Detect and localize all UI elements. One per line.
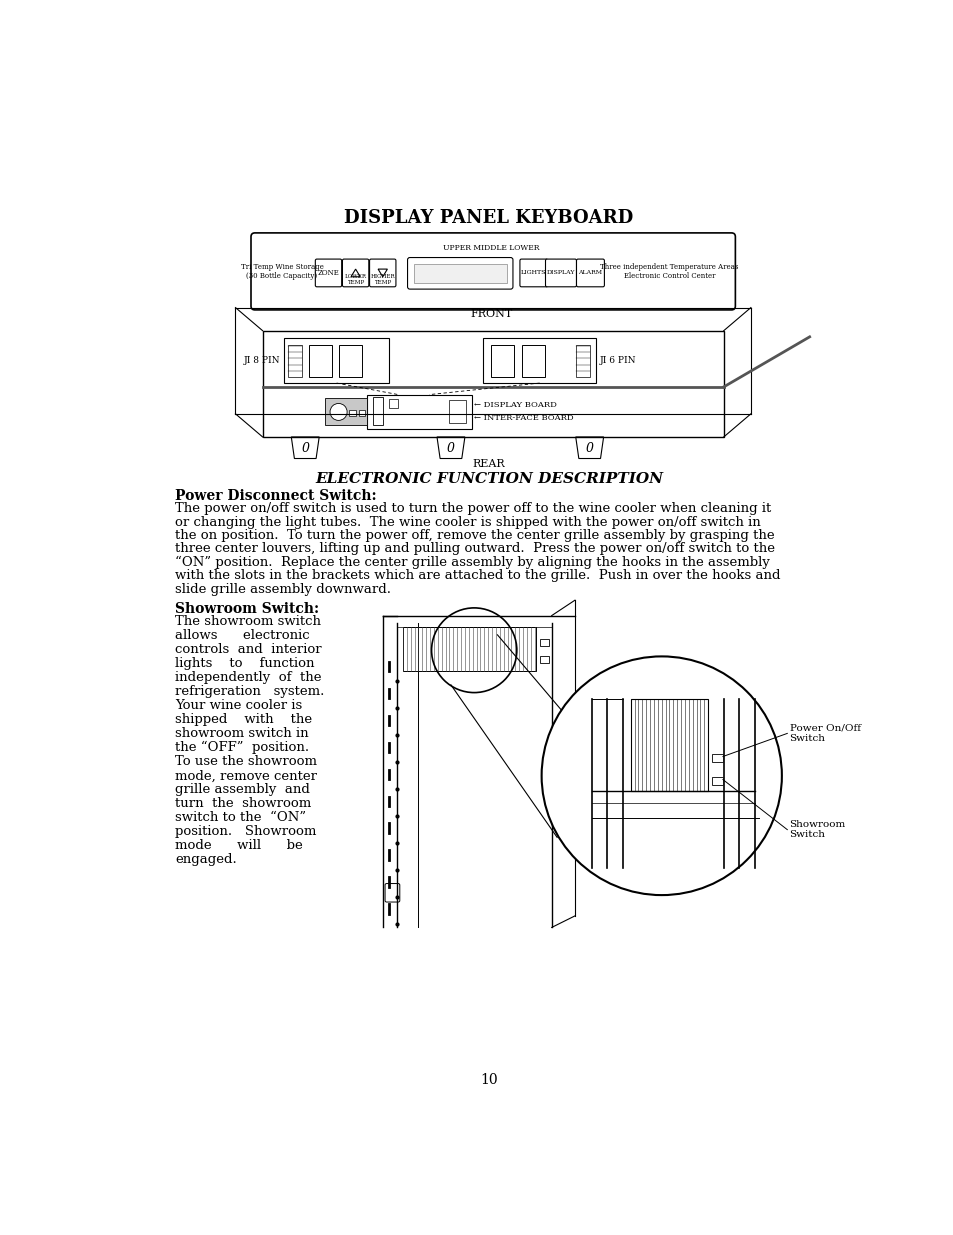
- FancyBboxPatch shape: [519, 259, 547, 287]
- Text: The showroom switch: The showroom switch: [174, 615, 321, 629]
- Text: ← DISPLAY BOARD: ← DISPLAY BOARD: [474, 401, 557, 409]
- Text: LIGHTS: LIGHTS: [520, 270, 546, 275]
- Bar: [448, 400, 465, 424]
- FancyBboxPatch shape: [576, 259, 604, 287]
- Bar: [711, 755, 722, 762]
- Bar: [358, 410, 365, 416]
- Text: showroom switch in: showroom switch in: [174, 727, 309, 740]
- Bar: [367, 395, 472, 430]
- FancyBboxPatch shape: [315, 259, 341, 287]
- Text: independently  of  the: independently of the: [174, 672, 321, 684]
- Text: Power Disconnect Switch:: Power Disconnect Switch:: [174, 489, 376, 503]
- Bar: [402, 627, 536, 671]
- Bar: [576, 345, 590, 377]
- Text: three center louvers, lifting up and pulling outward.  Press the power on/off sw: three center louvers, lifting up and pul…: [174, 542, 774, 556]
- Bar: [711, 777, 722, 785]
- Text: JI 6 PIN: JI 6 PIN: [599, 356, 636, 366]
- Bar: [288, 345, 302, 377]
- Text: 0: 0: [301, 442, 309, 454]
- Text: 0: 0: [447, 442, 455, 454]
- Bar: [389, 399, 397, 409]
- Text: Showroom
Switch: Showroom Switch: [789, 820, 845, 840]
- Circle shape: [330, 404, 347, 420]
- Text: Tri Temp Wine Storage
(30 Bottle Capacity): Tri Temp Wine Storage (30 Bottle Capacit…: [240, 263, 323, 280]
- Text: DISPLAY: DISPLAY: [546, 270, 575, 275]
- Text: the on position.  To turn the power off, remove the center grille assembly by gr: the on position. To turn the power off, …: [174, 529, 774, 542]
- Text: lights    to    function: lights to function: [174, 657, 314, 671]
- FancyBboxPatch shape: [251, 233, 735, 310]
- Text: “ON” position.  Replace the center grille assembly by aligning the hooks in the : “ON” position. Replace the center grille…: [174, 556, 769, 569]
- Text: Your wine cooler is: Your wine cooler is: [174, 699, 302, 713]
- Text: Power On/Off
Switch: Power On/Off Switch: [789, 724, 860, 743]
- Text: or changing the light tubes.  The wine cooler is shipped with the power on/off s: or changing the light tubes. The wine co…: [174, 515, 760, 529]
- Text: switch to the  “ON”: switch to the “ON”: [174, 811, 306, 825]
- Text: UPPER MIDDLE LOWER: UPPER MIDDLE LOWER: [442, 245, 539, 252]
- Text: Three independent Temperature Areas
Electronic Control Center: Three independent Temperature Areas Elec…: [599, 263, 738, 280]
- Bar: [324, 399, 367, 425]
- Bar: [309, 345, 332, 377]
- FancyBboxPatch shape: [407, 258, 513, 289]
- Text: with the slots in the brackets which are attached to the grille.  Push in over t: with the slots in the brackets which are…: [174, 569, 780, 583]
- Text: ← INTER-FACE BOARD: ← INTER-FACE BOARD: [474, 414, 573, 421]
- Bar: [539, 656, 549, 663]
- Text: controls  and  interior: controls and interior: [174, 643, 321, 656]
- Text: 0: 0: [585, 442, 593, 454]
- Bar: [630, 699, 707, 792]
- Text: slide grille assembly downward.: slide grille assembly downward.: [174, 583, 391, 597]
- Text: To use the showroom: To use the showroom: [174, 756, 316, 768]
- Text: FRONT: FRONT: [470, 309, 512, 319]
- Circle shape: [541, 656, 781, 895]
- FancyBboxPatch shape: [342, 259, 369, 287]
- Bar: [414, 264, 506, 283]
- Text: engaged.: engaged.: [174, 853, 236, 867]
- Text: ALARM: ALARM: [578, 270, 602, 275]
- Text: ZONE: ZONE: [317, 269, 339, 277]
- Bar: [539, 638, 549, 646]
- Bar: [338, 345, 361, 377]
- Text: JI 8 PIN: JI 8 PIN: [244, 356, 280, 366]
- FancyBboxPatch shape: [545, 259, 576, 287]
- Text: mode      will      be: mode will be: [174, 840, 302, 852]
- Text: 10: 10: [479, 1073, 497, 1087]
- Bar: [262, 331, 723, 437]
- Text: HIGHER
TEMP: HIGHER TEMP: [370, 274, 395, 284]
- Bar: [491, 345, 514, 377]
- Bar: [284, 338, 389, 383]
- Text: position.   Showroom: position. Showroom: [174, 825, 316, 839]
- Text: grille assembly  and: grille assembly and: [174, 783, 310, 797]
- Text: LOWER
TEMP: LOWER TEMP: [344, 274, 366, 284]
- Bar: [521, 345, 545, 377]
- Text: refrigeration   system.: refrigeration system.: [174, 685, 324, 698]
- Text: Showroom Switch:: Showroom Switch:: [174, 601, 319, 616]
- Text: turn  the  showroom: turn the showroom: [174, 798, 311, 810]
- Text: The power on/off switch is used to turn the power off to the wine cooler when cl: The power on/off switch is used to turn …: [174, 503, 770, 515]
- Text: ELECTRONIC FUNCTION DESCRIPTION: ELECTRONIC FUNCTION DESCRIPTION: [314, 472, 662, 487]
- Text: REAR: REAR: [472, 459, 505, 469]
- Text: the “OFF”  position.: the “OFF” position.: [174, 741, 309, 755]
- Bar: [483, 338, 596, 383]
- Bar: [373, 396, 382, 425]
- Bar: [349, 410, 355, 416]
- FancyBboxPatch shape: [385, 883, 399, 902]
- Text: DISPLAY PANEL KEYBOARD: DISPLAY PANEL KEYBOARD: [344, 209, 633, 226]
- Text: mode, remove center: mode, remove center: [174, 769, 316, 783]
- Text: allows      electronic: allows electronic: [174, 630, 310, 642]
- Text: shipped    with    the: shipped with the: [174, 714, 312, 726]
- FancyBboxPatch shape: [369, 259, 395, 287]
